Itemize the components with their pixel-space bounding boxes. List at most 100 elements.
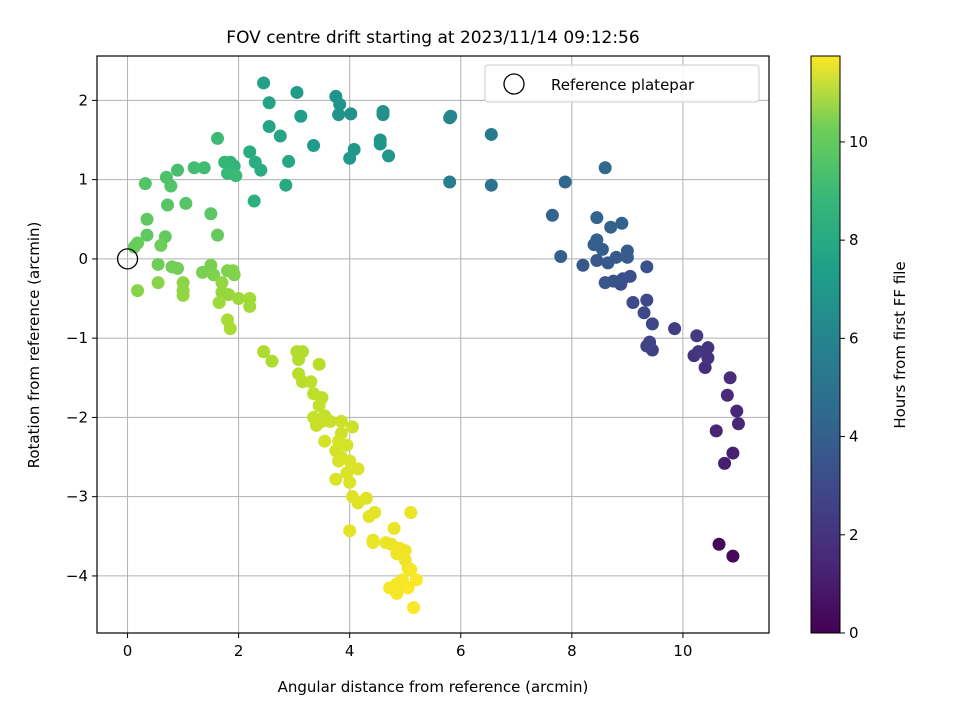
data-point xyxy=(401,581,415,595)
data-point xyxy=(151,276,165,290)
colorbar-tick-label: 0 xyxy=(849,624,859,642)
y-tick-label: −2 xyxy=(66,408,88,426)
data-point xyxy=(312,357,326,371)
y-tick-label: 0 xyxy=(78,250,88,268)
data-point xyxy=(576,258,590,272)
x-axis-label: Angular distance from reference (arcmin) xyxy=(278,678,589,696)
data-point xyxy=(343,475,357,489)
data-point xyxy=(690,329,704,343)
data-point xyxy=(387,521,401,535)
y-tick-label: 1 xyxy=(78,171,88,189)
data-point xyxy=(444,109,458,123)
data-point xyxy=(726,446,740,460)
data-point xyxy=(723,371,737,385)
legend: Reference platepar xyxy=(484,64,760,103)
y-axis-ticks: −4 −3 −2 −1 0 1 2 xyxy=(66,91,97,585)
data-point xyxy=(709,424,723,438)
data-point xyxy=(691,345,705,359)
data-point xyxy=(366,536,380,550)
data-point xyxy=(215,276,229,290)
data-point xyxy=(545,208,559,222)
y-tick-label: −3 xyxy=(66,488,88,506)
x-tick-label: 0 xyxy=(123,642,133,660)
data-point xyxy=(257,345,271,359)
data-point xyxy=(127,240,141,254)
data-point xyxy=(620,244,634,258)
data-point xyxy=(718,456,732,470)
data-point xyxy=(204,207,218,221)
data-point xyxy=(645,317,659,331)
data-point xyxy=(726,549,740,563)
data-point xyxy=(404,563,418,577)
data-point xyxy=(312,399,326,413)
data-point xyxy=(730,404,744,418)
data-point xyxy=(484,127,498,141)
data-point xyxy=(332,454,346,468)
data-point xyxy=(223,322,237,336)
y-tick-label: 2 xyxy=(78,91,88,109)
data-point xyxy=(211,228,225,242)
x-tick-label: 2 xyxy=(234,642,244,660)
data-point xyxy=(254,163,268,177)
x-axis-ticks: 0 2 4 6 8 10 xyxy=(123,633,692,660)
data-point xyxy=(390,586,404,600)
data-point xyxy=(590,233,604,247)
data-point xyxy=(257,76,271,90)
x-tick-label: 10 xyxy=(673,642,692,660)
reference-platepar-marker xyxy=(116,248,139,270)
data-point xyxy=(598,161,612,175)
colorbar-label: Hours from first FF file xyxy=(891,261,909,428)
legend-marker-icon xyxy=(503,73,525,95)
data-point xyxy=(615,216,629,230)
data-point xyxy=(247,194,261,208)
data-point xyxy=(731,417,745,431)
data-point xyxy=(212,295,226,309)
x-tick-label: 4 xyxy=(345,642,355,660)
data-point xyxy=(329,472,343,486)
data-point xyxy=(334,414,348,428)
data-point xyxy=(333,97,347,111)
data-point xyxy=(558,175,572,189)
chart-title: FOV centre drift starting at 2023/11/14 … xyxy=(226,28,639,48)
data-point xyxy=(131,284,145,298)
data-point xyxy=(407,601,421,615)
colorbar-tick-label: 10 xyxy=(849,133,868,151)
data-point xyxy=(390,577,404,591)
data-point xyxy=(609,250,623,264)
data-point xyxy=(279,178,293,192)
colorbar-tick-label: 4 xyxy=(849,428,859,446)
data-point xyxy=(304,375,318,389)
data-point xyxy=(340,438,354,452)
data-point xyxy=(640,260,654,274)
data-point xyxy=(484,178,498,192)
data-point xyxy=(343,524,357,538)
x-tick-label: 6 xyxy=(456,642,466,660)
data-point xyxy=(376,104,390,118)
data-point xyxy=(373,137,387,151)
data-point xyxy=(668,322,682,336)
data-point xyxy=(443,175,457,189)
x-tick-label: 8 xyxy=(567,642,577,660)
data-point xyxy=(701,351,715,365)
colorbar-ticks: 0 2 4 6 8 10 xyxy=(840,133,868,642)
legend-label: Reference platepar xyxy=(551,76,695,94)
data-point xyxy=(218,155,232,169)
data-point xyxy=(243,299,257,313)
data-point xyxy=(362,509,376,523)
data-point xyxy=(161,198,175,212)
data-point xyxy=(282,154,296,168)
data-point xyxy=(232,292,246,306)
data-point xyxy=(309,418,323,432)
data-point xyxy=(323,414,337,428)
data-point xyxy=(262,120,276,134)
data-point xyxy=(343,454,357,468)
data-point xyxy=(598,276,612,290)
data-point xyxy=(229,169,243,183)
legend-box xyxy=(484,64,760,103)
colorbar-tick-label: 2 xyxy=(849,526,859,544)
colorbar-gradient xyxy=(810,55,841,634)
y-tick-label: −1 xyxy=(66,329,88,347)
data-point xyxy=(409,573,423,587)
colorbar-tick-label: 6 xyxy=(849,329,859,347)
